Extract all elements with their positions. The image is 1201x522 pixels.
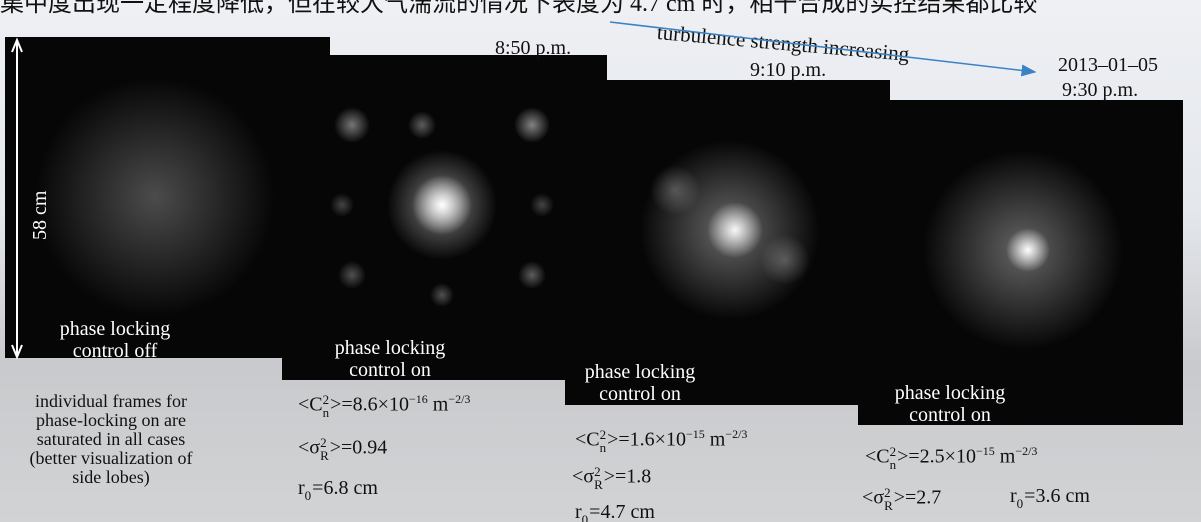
- note: individual frames for: [0, 392, 222, 410]
- figure: 集中度出现一定程度降低，但在较大气湍流的情况下表度为 4.7 cm 时，相干合成…: [0, 0, 1201, 522]
- note: side lobes): [0, 468, 222, 486]
- note: phase-locking on are: [0, 411, 222, 429]
- note: saturated in all cases: [0, 430, 222, 448]
- scale-bar: [12, 40, 22, 357]
- trend-arrow: [610, 22, 1035, 72]
- scale-label: 58 cm: [30, 191, 50, 240]
- note: (better visualization of: [0, 449, 222, 467]
